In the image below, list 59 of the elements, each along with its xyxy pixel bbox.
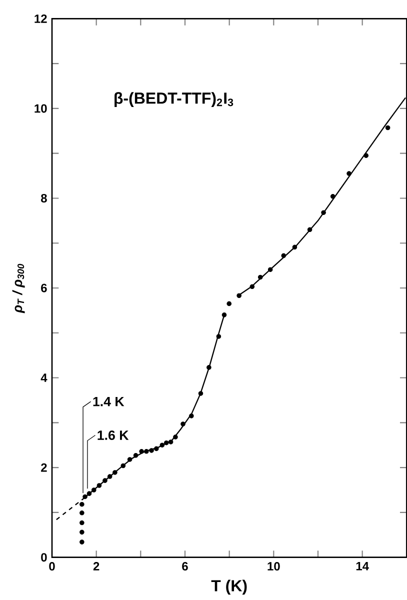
point — [107, 474, 112, 479]
y-tick-label: 8 — [40, 194, 47, 202]
point — [168, 440, 174, 444]
point — [160, 442, 165, 448]
point — [139, 448, 144, 454]
point — [189, 414, 194, 418]
point — [250, 284, 255, 290]
text: β-(BEDT-TTF)$_{2}$I$_{3}$ — [114, 92, 234, 108]
point — [307, 227, 312, 232]
point — [222, 312, 227, 318]
point — [385, 125, 390, 130]
y-tick-label: 4 — [40, 374, 48, 382]
point — [80, 530, 84, 535]
point — [96, 483, 102, 488]
point — [82, 494, 88, 500]
point — [173, 434, 178, 440]
point — [133, 453, 138, 458]
point — [226, 301, 232, 306]
x-tick-label: 2 — [93, 562, 100, 570]
point — [268, 267, 273, 272]
point — [330, 194, 336, 199]
point — [80, 540, 84, 544]
point — [346, 171, 352, 176]
point — [80, 510, 84, 516]
point — [236, 293, 242, 298]
point — [154, 446, 159, 452]
point — [120, 463, 126, 468]
point — [112, 470, 118, 475]
x-tick-label: 6 — [182, 562, 188, 571]
y-tick-label: 10 — [34, 104, 47, 113]
y-tick-label: 12 — [34, 14, 47, 23]
point — [206, 365, 212, 370]
point — [198, 391, 204, 396]
point — [80, 502, 84, 507]
x-tick-label: 0 — [49, 562, 55, 571]
x-axis-title: T (K) — [211, 580, 247, 595]
y-axis-title: ρ$_{T}$ / ρ$_{300}$ — [12, 264, 25, 314]
point — [86, 491, 92, 496]
annotation: 1.4 K — [93, 396, 124, 406]
point — [80, 520, 84, 526]
point — [216, 334, 222, 339]
point — [144, 448, 149, 454]
point — [180, 422, 186, 426]
point — [281, 253, 286, 258]
y-tick-label: 6 — [41, 284, 47, 292]
point — [91, 488, 96, 492]
x-tick-label: 10 — [268, 562, 280, 571]
point — [127, 457, 132, 462]
y-tick-label: 2 — [41, 463, 47, 472]
point — [364, 153, 368, 158]
point — [321, 210, 326, 215]
point — [164, 440, 169, 446]
point — [149, 448, 154, 453]
point — [258, 274, 263, 280]
annotation: 1.6 K — [98, 430, 129, 440]
point — [102, 478, 108, 483]
point — [292, 244, 298, 250]
y-tick-label: 0 — [41, 553, 47, 562]
x-tick-label: 14 — [356, 562, 369, 570]
